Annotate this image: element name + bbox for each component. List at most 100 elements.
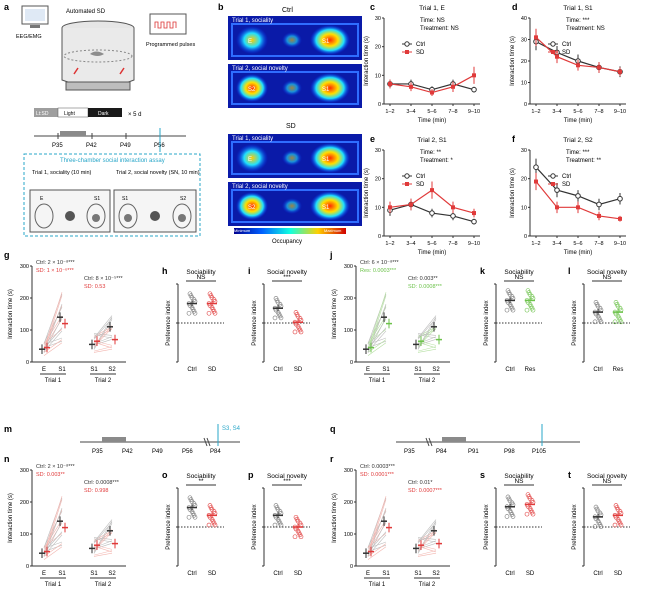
sig-label: NS xyxy=(514,274,524,281)
y-tick-label: 10 xyxy=(375,73,381,79)
y-axis-label: Interaction time (s) xyxy=(332,289,338,339)
panel-letter: s xyxy=(480,470,485,480)
x-tick-label: 9–10 xyxy=(468,109,480,115)
y-tick-label: 30 xyxy=(521,148,527,154)
legend-marker xyxy=(404,41,410,47)
heatmap-chamber-label: E xyxy=(248,157,252,163)
heatmap-chamber-label: S1 xyxy=(322,87,330,93)
heatmap-spot xyxy=(236,192,268,220)
data-point xyxy=(212,522,218,528)
x-tick-label: SD xyxy=(526,571,535,577)
x-tick-label: S2 xyxy=(108,571,116,577)
data-point xyxy=(275,300,281,305)
x-tick-label: 5–6 xyxy=(573,241,582,247)
x-tick-label: S1 xyxy=(414,367,422,373)
x-tick-label: S2 xyxy=(432,571,440,577)
subject-line xyxy=(43,499,63,556)
heatmap-spot xyxy=(282,150,302,166)
x-tick-label: SD xyxy=(208,571,217,577)
mouse-icon xyxy=(90,51,104,56)
x-tick-label: Res xyxy=(525,367,536,373)
y-axis-label: Interaction time (s) xyxy=(364,36,370,86)
trial-label: Trial 2 xyxy=(95,582,112,588)
data-point xyxy=(275,507,281,512)
timeline-label: P35 xyxy=(92,449,103,455)
x-tick-label: Ctrl xyxy=(273,367,282,373)
x-tick-label: E xyxy=(42,571,46,577)
stat-label: Time: NS xyxy=(420,18,445,24)
panel-a-letter: a xyxy=(4,2,10,12)
legend-label: SD xyxy=(416,50,425,56)
y-tick-label: 0 xyxy=(378,234,381,240)
y-tick-label: 30 xyxy=(375,16,381,22)
data-point xyxy=(388,205,392,210)
legend-marker xyxy=(405,50,409,54)
legend-label: SD xyxy=(562,50,571,56)
y-tick-label: 0 xyxy=(26,564,29,570)
data-point xyxy=(206,310,212,316)
chamber-label: S1 xyxy=(122,196,128,202)
panel-p: p Social novelty*** Preference index Ctrl SD xyxy=(248,470,310,577)
x-tick-label: E xyxy=(42,367,46,373)
heatmap-title: Trial 2, social novelty xyxy=(232,184,288,190)
y-tick-label: 0 xyxy=(350,564,353,570)
assay-tag: S3, S4 xyxy=(222,426,241,432)
trial-label: Trial 1 xyxy=(45,582,62,588)
y-tick-label: 0 xyxy=(524,102,527,108)
data-point xyxy=(451,84,455,89)
y-tick-label: 10 xyxy=(521,205,527,211)
y-tick-label: 30 xyxy=(375,148,381,154)
heatmap-spot xyxy=(310,73,350,103)
x-tick-label: 3–4 xyxy=(406,109,415,115)
data-point xyxy=(510,514,516,519)
x-tick-label: SD xyxy=(294,571,303,577)
y-tick-label: 20 xyxy=(521,59,527,65)
data-point xyxy=(472,211,476,216)
x-tick-label: 7–8 xyxy=(448,109,457,115)
y-tick-label: 20 xyxy=(375,45,381,51)
data-point xyxy=(209,295,215,300)
stat-annotation: Ctrl: 0.01* xyxy=(408,480,433,486)
y-tick-label: 300 xyxy=(344,468,353,474)
data-point xyxy=(409,84,413,89)
data-point xyxy=(388,81,392,86)
panel-q-letter: q xyxy=(330,424,336,434)
cage-body xyxy=(61,28,135,88)
stat-annotation: SD: 0.998 xyxy=(84,488,108,494)
trial-label: Trial 2 xyxy=(95,378,112,384)
timeline-sd-bar xyxy=(102,437,126,442)
data-point xyxy=(555,54,559,59)
data-point xyxy=(597,65,601,70)
y-axis-label: Preference index xyxy=(572,504,578,549)
chart-title: Sociability xyxy=(186,269,216,276)
heatmap-chamber-label: S2 xyxy=(248,205,256,211)
x-tick-label: SD xyxy=(208,367,217,373)
timeline-sd-bar xyxy=(442,437,466,442)
mouse-cup-icon xyxy=(172,203,192,229)
trial-label: Trial 1 xyxy=(369,582,386,588)
subject-line xyxy=(93,519,113,543)
data-point xyxy=(471,218,477,225)
y-axis-label: Preference index xyxy=(166,504,172,549)
data-point xyxy=(429,210,435,216)
sig-label: *** xyxy=(283,478,291,485)
sig-label: NS xyxy=(602,274,612,281)
x-tick-label: 7–8 xyxy=(448,241,457,247)
data-point xyxy=(504,307,510,313)
chart-d: d Trial 1, S1 0 10 20 30 40 1–2 3–4 5–6 7–8 9–10 Tim… xyxy=(510,2,626,124)
x-tick-label: 7–8 xyxy=(594,241,603,247)
data-point xyxy=(430,90,434,95)
timeline-label: P84 xyxy=(210,449,221,455)
data-point xyxy=(592,319,598,325)
legend-label: Ctrl xyxy=(562,174,571,180)
legend-label: Ctrl xyxy=(562,42,571,48)
pulse-waveform xyxy=(154,21,177,29)
y-tick-label: 300 xyxy=(20,264,29,270)
y-tick-label: 100 xyxy=(20,328,29,334)
timeline-label: P42 xyxy=(86,143,97,149)
subject-line xyxy=(367,292,387,349)
data-point xyxy=(409,202,413,207)
x-tick-label: 5–6 xyxy=(427,241,436,247)
empty-cup-icon xyxy=(34,203,54,229)
stranger-mouse-icon xyxy=(92,214,100,222)
